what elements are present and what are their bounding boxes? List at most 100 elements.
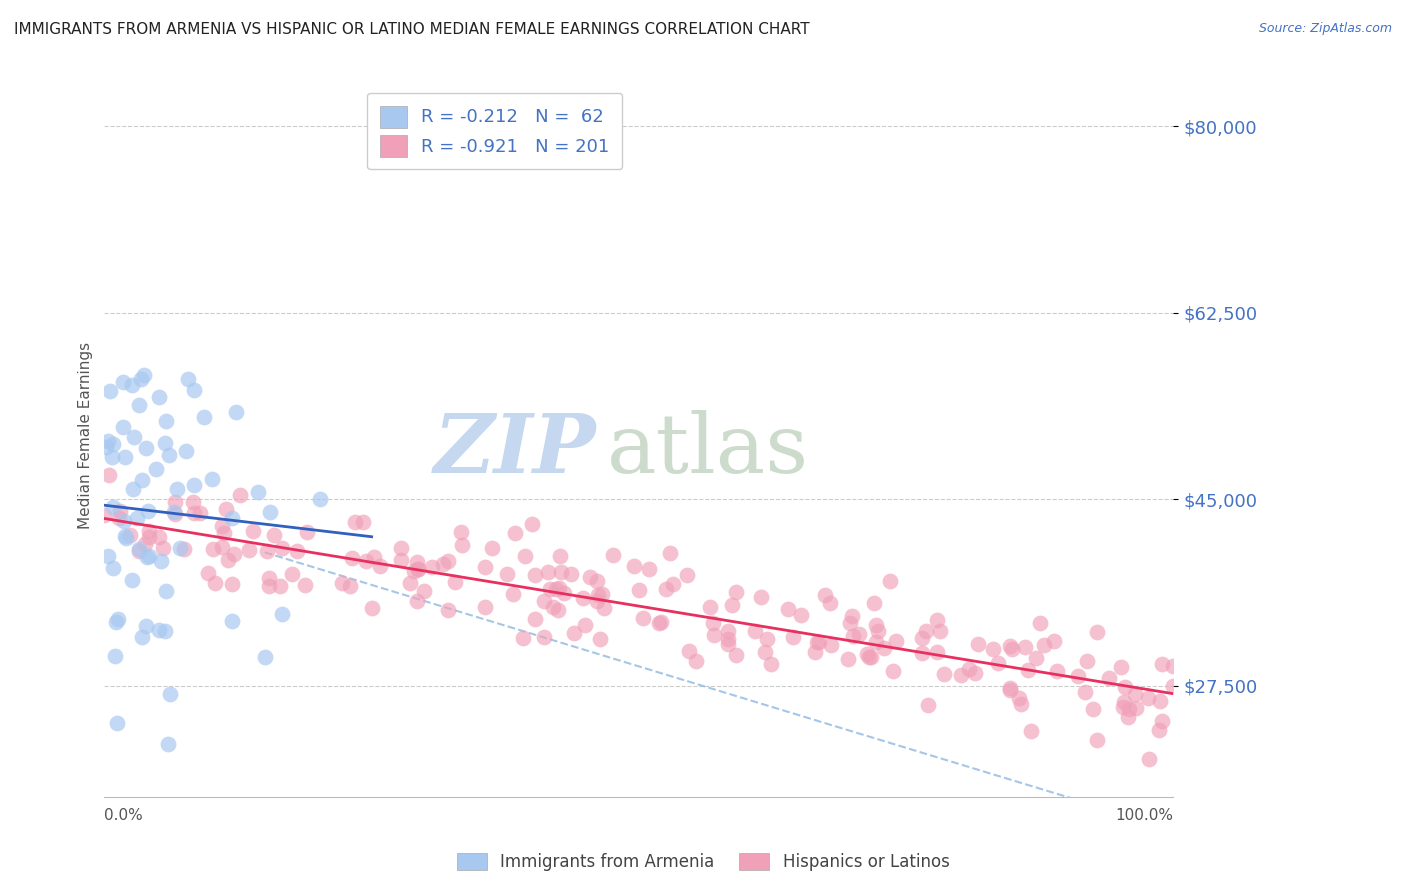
Point xyxy=(541,600,564,615)
Point xyxy=(655,582,678,596)
Point xyxy=(242,524,264,538)
Point xyxy=(1147,723,1170,737)
Point xyxy=(1118,702,1140,716)
Point xyxy=(135,441,157,455)
Point xyxy=(201,472,224,486)
Point xyxy=(173,542,195,557)
Point xyxy=(256,544,278,558)
Point xyxy=(863,596,886,610)
Point xyxy=(159,688,181,702)
Point xyxy=(848,627,870,641)
Point xyxy=(1112,700,1135,714)
Point xyxy=(437,554,460,568)
Point xyxy=(221,615,243,629)
Point xyxy=(93,508,115,522)
Point xyxy=(287,544,309,558)
Point xyxy=(761,657,783,672)
Point xyxy=(131,474,153,488)
Point xyxy=(929,624,952,638)
Point xyxy=(134,537,156,551)
Point xyxy=(1074,685,1097,699)
Point xyxy=(149,554,172,568)
Point xyxy=(257,579,280,593)
Point xyxy=(562,625,585,640)
Point xyxy=(1125,700,1147,714)
Point xyxy=(998,682,1021,697)
Point xyxy=(481,541,503,555)
Point xyxy=(354,554,377,568)
Point xyxy=(136,504,159,518)
Point xyxy=(814,588,837,602)
Point xyxy=(662,577,685,591)
Point xyxy=(1085,624,1108,639)
Point xyxy=(842,630,865,644)
Point xyxy=(967,637,990,651)
Point xyxy=(136,550,159,565)
Point xyxy=(778,601,800,615)
Point xyxy=(724,648,747,662)
Point xyxy=(101,561,124,575)
Point xyxy=(128,541,150,556)
Point xyxy=(721,598,744,612)
Point xyxy=(389,553,412,567)
Point xyxy=(217,553,239,567)
Point xyxy=(224,548,246,562)
Point xyxy=(1161,658,1184,673)
Point xyxy=(524,567,547,582)
Point xyxy=(1046,665,1069,679)
Point xyxy=(749,590,772,604)
Point xyxy=(221,510,243,524)
Point xyxy=(503,526,526,541)
Point xyxy=(858,650,880,665)
Point xyxy=(259,505,281,519)
Text: ZIP: ZIP xyxy=(433,409,596,490)
Point xyxy=(520,517,543,532)
Point xyxy=(591,587,613,601)
Point xyxy=(865,617,887,632)
Point xyxy=(108,504,131,518)
Point xyxy=(361,601,384,615)
Text: 100.0%: 100.0% xyxy=(1115,808,1174,823)
Point xyxy=(553,586,575,600)
Point xyxy=(215,502,238,516)
Point xyxy=(155,414,177,428)
Point xyxy=(259,571,281,585)
Point xyxy=(104,615,127,629)
Point xyxy=(157,737,180,751)
Point xyxy=(685,654,707,668)
Point xyxy=(523,612,546,626)
Point xyxy=(118,527,141,541)
Point xyxy=(647,615,669,630)
Point xyxy=(105,716,128,731)
Point xyxy=(538,582,561,597)
Point xyxy=(270,541,292,555)
Point xyxy=(1066,669,1088,683)
Point xyxy=(533,593,555,607)
Point xyxy=(114,450,136,464)
Point xyxy=(1042,633,1064,648)
Point xyxy=(165,495,187,509)
Point xyxy=(183,384,205,398)
Point xyxy=(1114,680,1136,694)
Point xyxy=(97,434,120,448)
Point xyxy=(155,624,177,638)
Point xyxy=(717,624,740,638)
Point xyxy=(873,640,896,655)
Point xyxy=(589,632,612,646)
Point xyxy=(650,615,672,629)
Point xyxy=(238,543,260,558)
Point xyxy=(623,559,645,574)
Text: 0.0%: 0.0% xyxy=(104,808,143,823)
Point xyxy=(934,667,956,681)
Legend: R = -0.212   N =  62, R = -0.921   N = 201: R = -0.212 N = 62, R = -0.921 N = 201 xyxy=(367,93,621,169)
Point xyxy=(405,594,427,608)
Point xyxy=(658,546,681,560)
Point xyxy=(294,577,316,591)
Point xyxy=(572,591,595,606)
Point xyxy=(865,635,887,649)
Point xyxy=(107,612,129,626)
Point xyxy=(404,564,426,578)
Point xyxy=(717,632,740,647)
Point xyxy=(114,531,136,545)
Point xyxy=(1076,655,1098,669)
